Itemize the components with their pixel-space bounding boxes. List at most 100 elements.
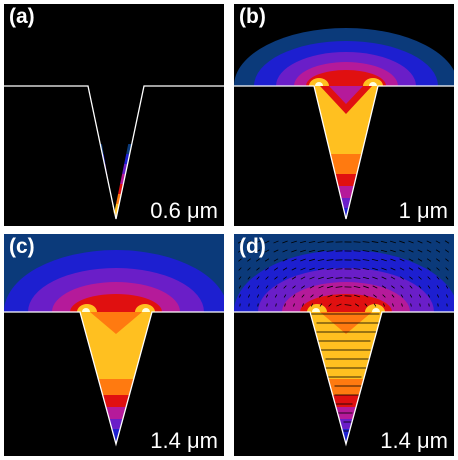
vector-arrow (335, 277, 343, 279)
vector-arrow (390, 276, 396, 280)
vector-arrow (364, 303, 368, 307)
halo-and-groove-field-c (4, 234, 224, 444)
vector-arrow (246, 240, 252, 244)
vector-arrow (248, 294, 250, 298)
vector-arrow (309, 276, 315, 280)
vector-arrow (309, 285, 315, 289)
vector-arrow (283, 285, 287, 289)
vector-arrow (445, 276, 449, 280)
vector-arrow (302, 303, 304, 307)
vector-arrow (273, 258, 279, 262)
vector-arrow (436, 285, 440, 289)
vector-arrow (300, 258, 306, 262)
vector-arrow (273, 267, 279, 271)
vector-arrow (399, 240, 405, 244)
vector-arrow (435, 249, 441, 253)
vector-arrow (284, 303, 286, 307)
vector-arrow (308, 249, 316, 253)
vector-arrow (282, 240, 288, 244)
vector-arrow (238, 276, 242, 280)
groove-field-a (88, 86, 144, 219)
vector-arrow (274, 276, 278, 280)
vector-arrow (446, 294, 448, 298)
vector-arrow (382, 303, 386, 307)
vector-arrow (301, 294, 305, 298)
vector-arrow (336, 303, 342, 307)
vector-arrow (326, 276, 334, 280)
vector-arrow (353, 268, 361, 270)
field-plot-a (4, 85, 224, 220)
vector-arrow (401, 303, 403, 307)
vector-arrow (392, 303, 394, 307)
vector-arrow (380, 249, 388, 253)
vector-arrow (239, 294, 241, 298)
vector-arrow (428, 303, 430, 307)
vector-arrow (328, 303, 332, 307)
vector-arrow (371, 258, 379, 262)
vector-arrow (237, 240, 243, 244)
vector-arrow (291, 276, 297, 280)
field-plot-d (234, 234, 454, 447)
vector-arrow (282, 249, 288, 253)
vector-arrow (265, 267, 269, 271)
vector-arrow (371, 267, 379, 271)
vector-arrow (300, 249, 306, 253)
vector-arrow (257, 294, 259, 298)
vector-arrow (274, 285, 278, 289)
vector-arrow (256, 285, 260, 289)
vector-arrow (437, 303, 439, 307)
vector-arrow (326, 241, 334, 243)
vector-arrow (426, 240, 432, 244)
vector-arrow (265, 285, 269, 289)
vector-arrow (257, 303, 259, 307)
vector-arrow (275, 303, 277, 307)
vector-arrow (301, 285, 305, 289)
vector-arrow (317, 258, 325, 262)
field-plot-c (4, 234, 224, 447)
panel-label: (d) (239, 235, 266, 258)
vector-arrow (399, 258, 405, 262)
vector-arrow (246, 249, 252, 253)
vector-arrow (273, 249, 279, 253)
vector-arrow (363, 285, 369, 289)
panel-a: (a) 0.6 μm (4, 4, 224, 226)
panel-label: (a) (9, 5, 35, 28)
vector-arrow (426, 249, 432, 253)
substrate-outline (4, 311, 224, 447)
scale-label: 1.4 μm (380, 428, 448, 453)
vector-arrow (391, 285, 395, 289)
panel-d: (d) 1.4 μm (234, 234, 454, 456)
vector-arrow (371, 249, 379, 253)
vector-arrow (410, 303, 412, 307)
vector-arrow (417, 240, 423, 244)
vector-arrow (390, 258, 396, 262)
vector-arrow (265, 294, 269, 298)
vector-arrow (362, 250, 370, 252)
vector-arrow (266, 303, 268, 307)
vector-arrow (255, 240, 261, 244)
vector-arrow (247, 276, 251, 280)
vector-arrow (319, 303, 323, 307)
panel-label: (b) (239, 5, 266, 28)
vector-arrow (238, 285, 242, 289)
vector-arrow (255, 258, 261, 262)
vector-arrow (273, 240, 279, 244)
vector-arrow (436, 276, 440, 280)
scale-label: 0.6 μm (150, 198, 218, 223)
vector-arrow (326, 259, 334, 261)
vector-arrow (436, 258, 440, 262)
vector-arrow (408, 240, 414, 244)
vector-arrow (283, 276, 287, 280)
vector-arrow (390, 249, 396, 253)
vector-arrow (282, 258, 288, 262)
vector-arrow (353, 286, 361, 288)
vector-arrow (427, 267, 431, 271)
vector-arrow (409, 276, 413, 280)
vector-arrow (427, 285, 431, 289)
vector-arrow (326, 250, 334, 252)
scale-label: 1 μm (398, 198, 448, 223)
vector-arrow (418, 267, 422, 271)
vector-arrow (308, 240, 316, 244)
vector-arrow (238, 258, 242, 262)
vector-arrow (353, 250, 361, 252)
